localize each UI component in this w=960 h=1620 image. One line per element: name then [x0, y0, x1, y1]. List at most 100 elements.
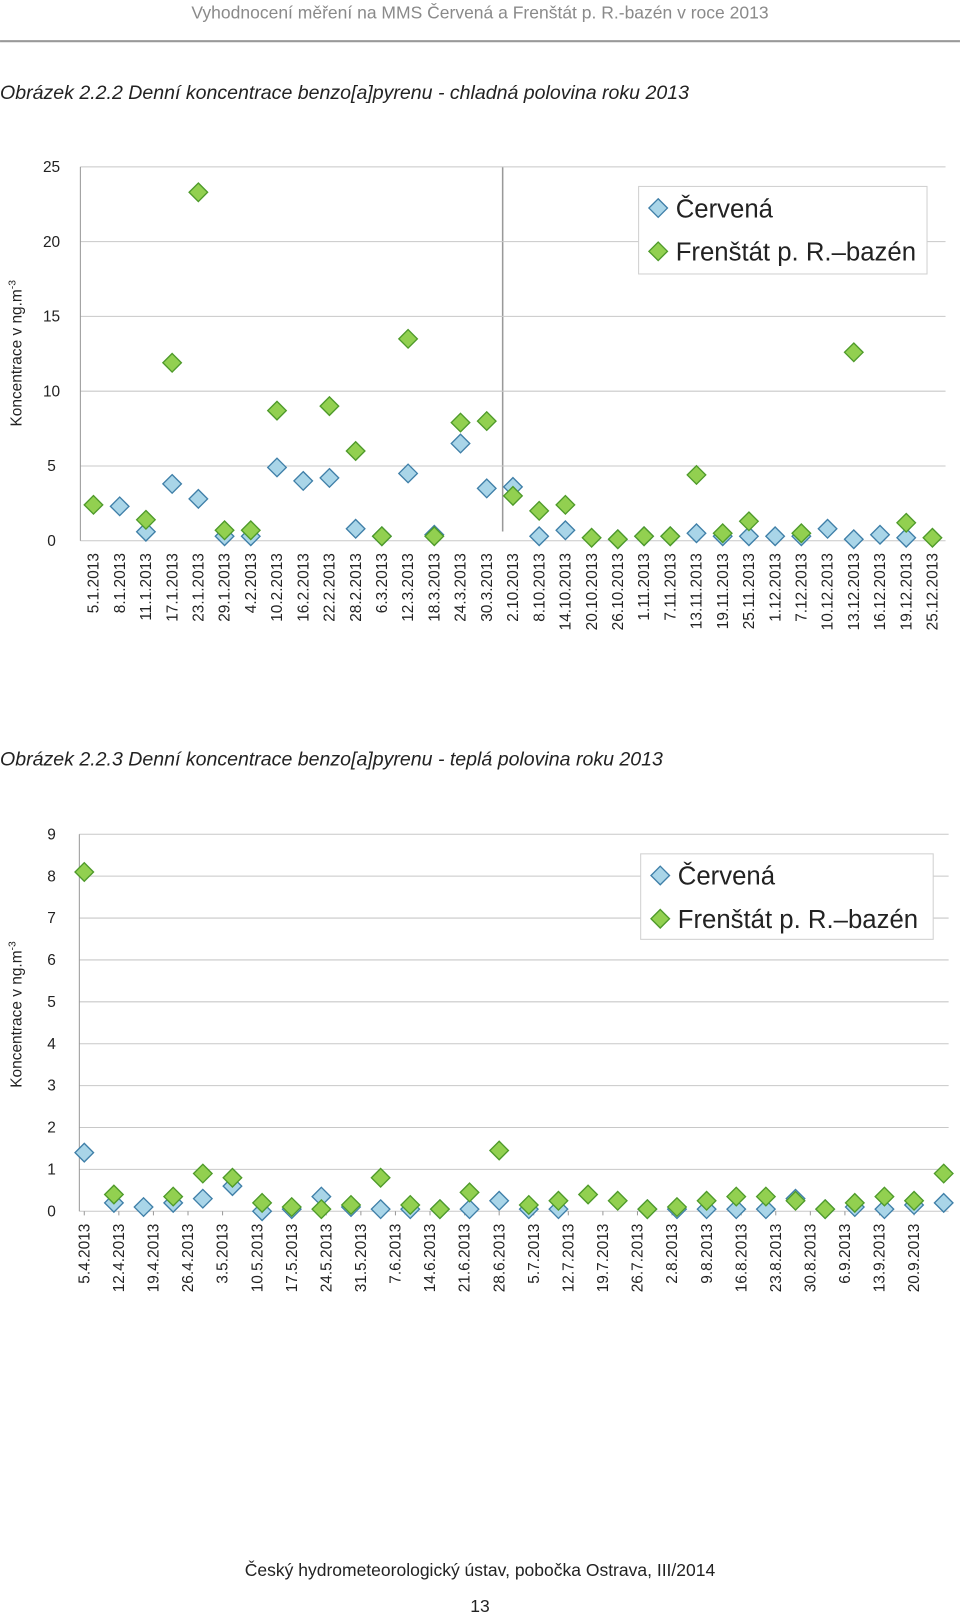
data-point [371, 526, 393, 547]
legend-box [640, 853, 934, 940]
data-point [459, 1182, 480, 1203]
x-tick-label: 19.4.2013 [146, 1224, 163, 1293]
legend-label: Červená [676, 194, 774, 223]
x-tick-label: 12.7.2013 [560, 1224, 577, 1293]
x-tick-label: 29.1.2013 [217, 553, 234, 622]
data-point [488, 1140, 510, 1161]
y-axis-label-text: Koncentrace v ng.m [9, 289, 26, 426]
x-tick-label: 9.8.2013 [699, 1224, 716, 1284]
y-tick-label: 3 [47, 1078, 56, 1095]
data-point [607, 1190, 628, 1211]
x-tick-label: 23.8.2013 [768, 1224, 785, 1293]
x-tick-label: 30.3.2013 [479, 553, 496, 622]
data-point [311, 1198, 332, 1220]
data-point [686, 464, 707, 486]
y-tick-label: 1 [47, 1162, 56, 1179]
data-point [637, 1198, 658, 1220]
x-tick-label: 4.2.2013 [243, 553, 260, 613]
x-tick-label: 6.9.2013 [837, 1224, 854, 1284]
x-tick-label: 24.3.2013 [453, 553, 470, 622]
x-tick-label: 16.12.2013 [872, 553, 889, 630]
x-tick-label: 11.1.2013 [138, 553, 155, 621]
x-tick-label: 26.4.2013 [180, 1224, 197, 1293]
data-point [319, 467, 340, 489]
data-point [74, 861, 95, 883]
data-point [555, 494, 576, 516]
page-number: 13 [470, 1596, 489, 1615]
data-point [755, 1198, 777, 1220]
y-tick-label: 10 [43, 383, 60, 400]
x-tick-label: 8.1.2013 [112, 553, 129, 613]
data-point [577, 1184, 599, 1205]
y-tick-label: 8 [47, 868, 56, 885]
x-tick-label: 2.8.2013 [664, 1224, 681, 1284]
data-point [843, 529, 865, 550]
data-point [785, 1190, 806, 1211]
y-axis-label-sup: -3 [7, 941, 18, 950]
x-tick-label: 5.1.2013 [86, 553, 103, 613]
x-tick-label: 14.10.2013 [558, 553, 575, 630]
x-tick-label: 30.8.2013 [802, 1224, 819, 1293]
data-point [518, 1194, 540, 1216]
data-point [922, 527, 943, 548]
x-tick-label: 19.7.2013 [595, 1224, 612, 1293]
data-point [135, 509, 157, 531]
data-point [528, 500, 550, 522]
data-point [450, 433, 471, 454]
data-point [696, 1190, 717, 1211]
chart-title: Obrázek 2.2.3 Denní koncentrace benzo[a]… [0, 748, 663, 770]
y-tick-label: 0 [47, 1203, 56, 1220]
x-tick-label: 13.11.2013 [689, 553, 706, 629]
data-point [607, 529, 629, 550]
data-point [83, 494, 104, 516]
data-point [726, 1198, 747, 1220]
x-tick-label: 12.3.2013 [400, 553, 417, 622]
x-tick-label: 18.3.2013 [426, 553, 443, 622]
data-point [814, 1198, 836, 1220]
x-tick-label: 23.1.2013 [190, 553, 207, 622]
data-point [103, 1184, 125, 1205]
data-point [188, 182, 209, 203]
data-point [476, 478, 497, 499]
x-tick-label: 8.10.2013 [531, 553, 548, 622]
data-point [903, 1190, 925, 1211]
data-point [738, 526, 760, 547]
x-tick-label: 1.11.2013 [636, 553, 653, 621]
data-point [869, 524, 891, 545]
x-tick-label: 10.5.2013 [249, 1224, 266, 1293]
data-point [345, 518, 366, 539]
y-tick-label: 15 [43, 309, 60, 326]
y-axis-label: Koncentrace v ng.m-3 [7, 941, 25, 1088]
data-point [933, 1163, 954, 1184]
data-point [109, 496, 130, 517]
data-point [548, 1190, 569, 1211]
page-header: Vyhodnocení měření na MMS Červená a Fren… [191, 2, 768, 23]
x-tick-label: 13.9.2013 [872, 1224, 889, 1293]
data-point [896, 527, 917, 548]
data-point [459, 1198, 480, 1220]
x-tick-label: 16.8.2013 [733, 1224, 750, 1293]
legend-label: Frenštát p. R.–bazén [676, 239, 916, 267]
y-tick-label: 7 [47, 910, 56, 927]
x-tick-label: 5.4.2013 [76, 1224, 93, 1284]
data-point [397, 328, 419, 350]
data-point [581, 527, 602, 548]
data-point [555, 520, 576, 541]
data-point [738, 511, 760, 532]
y-tick-label: 9 [47, 826, 56, 843]
data-point [896, 512, 917, 534]
y-tick-label: 6 [47, 952, 56, 969]
y-tick-label: 0 [47, 533, 56, 550]
data-point [666, 1196, 688, 1218]
x-tick-label: 12.4.2013 [111, 1224, 128, 1293]
data-point [266, 400, 288, 421]
data-point [251, 1192, 273, 1214]
data-point [660, 526, 681, 547]
x-tick-label: 25.12.2013 [925, 553, 942, 630]
legend-label: Červená [678, 862, 776, 891]
data-point [397, 463, 419, 484]
data-point [933, 1192, 954, 1214]
data-point [222, 1167, 243, 1188]
x-tick-label: 19.12.2013 [898, 553, 915, 630]
